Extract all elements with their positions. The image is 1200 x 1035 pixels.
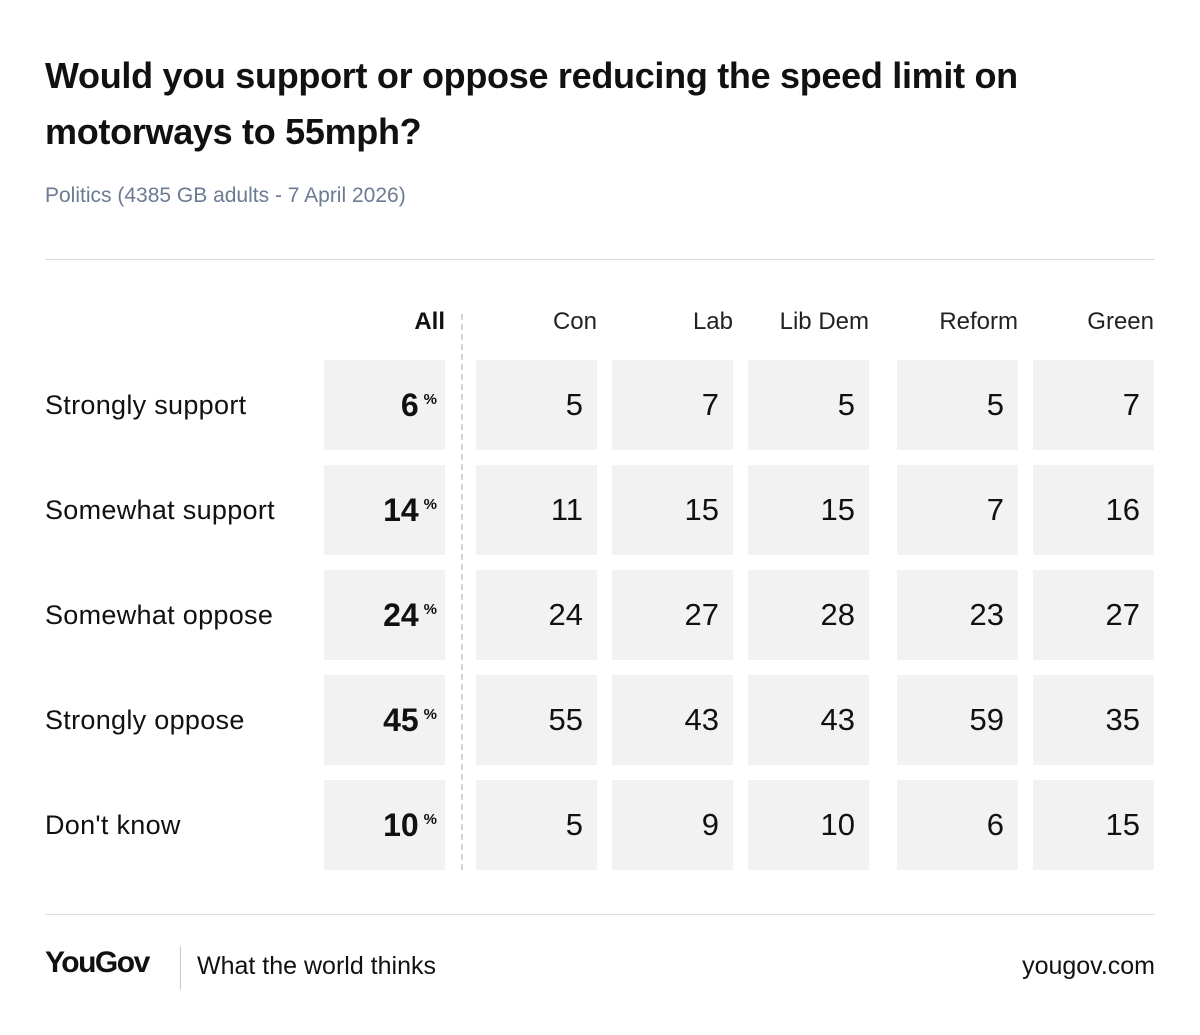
table-cell: 43	[612, 675, 733, 765]
footer-tagline: What the world thinks	[197, 952, 436, 980]
percent-sign: %	[423, 810, 437, 828]
cell-value: 15	[1105, 807, 1140, 842]
table-cell: 55	[476, 675, 597, 765]
column-header-green: Green	[1087, 308, 1154, 335]
table-cell: 27	[612, 570, 733, 660]
table-cell: 5	[748, 360, 869, 450]
cell-value: 7	[1122, 387, 1140, 422]
page-subtitle: Politics (4385 GB adults - 7 April 2026)	[45, 184, 406, 207]
footer-separator	[180, 946, 181, 990]
cell-value: 10	[820, 807, 855, 842]
table-cell: 35	[1033, 675, 1154, 765]
table-cell: 15	[612, 465, 733, 555]
table-cell: 10	[748, 780, 869, 870]
table-cell: 28	[748, 570, 869, 660]
row-label: Somewhat oppose	[45, 599, 274, 630]
cell-value: 28	[820, 597, 855, 632]
row-label: Strongly support	[45, 389, 247, 420]
table-cell: 6%	[324, 360, 445, 450]
top-divider	[45, 259, 1155, 260]
cell-value: 10	[383, 806, 419, 843]
cell-value: 43	[820, 702, 855, 737]
table-cell: 6	[897, 780, 1018, 870]
table-cell: 14%	[324, 465, 445, 555]
cell-value: 35	[1105, 702, 1140, 737]
column-header-reform: Reform	[939, 308, 1018, 335]
cell-value: 11	[550, 492, 583, 527]
cell-value: 24	[383, 596, 419, 633]
table-cell: 5	[897, 360, 1018, 450]
cell-value: 23	[969, 597, 1004, 632]
cell-value: 7	[986, 492, 1004, 527]
table-cell: 24%	[324, 570, 445, 660]
row-label: Don't know	[45, 809, 181, 840]
footer-site-link[interactable]: yougov.com	[1022, 952, 1155, 980]
cell-value: 45	[383, 701, 419, 738]
all-column-divider	[461, 314, 463, 870]
percent-sign: %	[423, 390, 437, 408]
column-header-all: All	[414, 308, 445, 335]
row-label: Somewhat support	[45, 494, 275, 525]
cell-value: 7	[701, 387, 719, 422]
yougov-logo[interactable]: YouGov	[45, 946, 150, 979]
percent-sign: %	[423, 495, 437, 513]
table-cell: 27	[1033, 570, 1154, 660]
table-cell: 45%	[324, 675, 445, 765]
cell-value: 6	[986, 807, 1004, 842]
cell-value: 9	[701, 807, 719, 842]
cell-value: 5	[565, 807, 583, 842]
table-cell: 9	[612, 780, 733, 870]
cell-value: 15	[684, 492, 719, 527]
cell-value: 59	[969, 702, 1004, 737]
table-cell: 5	[476, 360, 597, 450]
cell-value: 14	[383, 491, 419, 528]
cell-value: 6	[400, 386, 419, 423]
cell-value: 27	[1105, 597, 1140, 632]
table-cell: 43	[748, 675, 869, 765]
page-title: Would you support or oppose reducing the…	[45, 55, 1018, 152]
table-cell: 59	[897, 675, 1018, 765]
cell-value: 55	[548, 702, 583, 737]
table-cell: 7	[612, 360, 733, 450]
cell-value: 5	[986, 387, 1004, 422]
column-header-lab: Lab	[692, 308, 733, 335]
column-header-lib-dem: Lib Dem	[779, 308, 869, 335]
cell-value: 16	[1105, 492, 1140, 527]
table-cell: 7	[897, 465, 1018, 555]
cell-value: 24	[548, 597, 583, 632]
row-label: Strongly oppose	[45, 704, 245, 735]
table-cell: 16	[1033, 465, 1154, 555]
table-cell: 10%	[324, 780, 445, 870]
table-cell: 24	[476, 570, 597, 660]
cell-value: 27	[684, 597, 719, 632]
cell-value: 15	[820, 492, 855, 527]
table-cell: 15	[748, 465, 869, 555]
cell-value: 5	[565, 387, 583, 422]
table-cell: 23	[897, 570, 1018, 660]
column-header-con: Con	[552, 308, 597, 335]
table-cell: 11	[476, 465, 597, 555]
table-cell: 5	[476, 780, 597, 870]
percent-sign: %	[423, 600, 437, 618]
percent-sign: %	[423, 705, 437, 723]
table-cell: 15	[1033, 780, 1154, 870]
cell-value: 43	[684, 702, 719, 737]
table-cell: 7	[1033, 360, 1154, 450]
bottom-divider	[45, 914, 1155, 915]
cell-value: 5	[837, 387, 855, 422]
